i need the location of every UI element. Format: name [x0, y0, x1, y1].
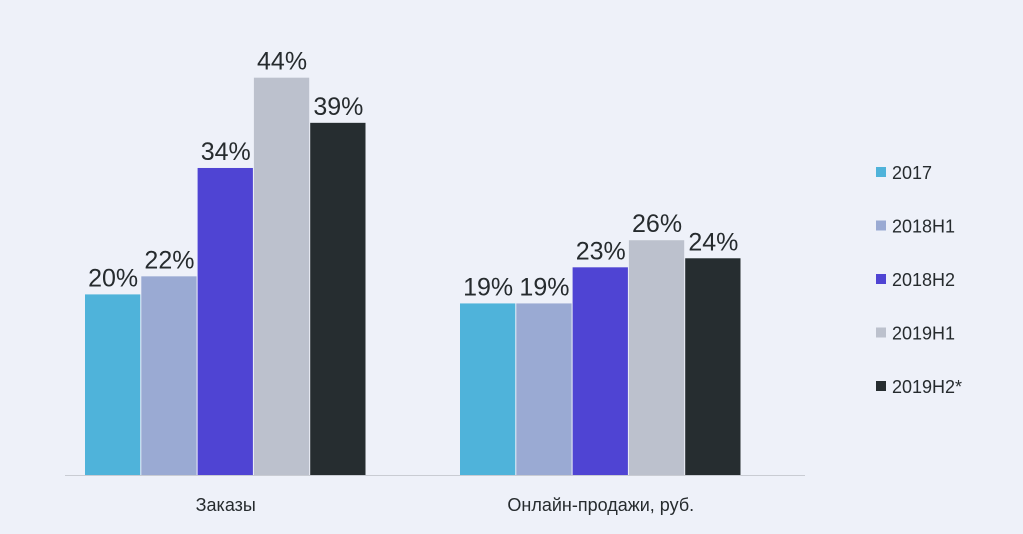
legend-swatch: [876, 381, 886, 391]
category-label: Заказы: [196, 495, 256, 515]
bar-2018H2-0: [197, 167, 253, 476]
bar-2018H1-1: [516, 303, 572, 475]
bar-2019H2*-1: [685, 258, 741, 475]
data-label: 19%: [463, 273, 513, 301]
legend-label: 2019H1: [892, 324, 955, 344]
legend-label: 2019H2*: [892, 377, 962, 397]
data-label: 23%: [576, 237, 626, 265]
legend-swatch: [876, 274, 886, 284]
legend-swatch: [876, 327, 886, 338]
bar-2018H2-1: [572, 267, 628, 475]
legend-label: 2018H2: [892, 270, 955, 290]
bar-2017-0: [85, 294, 141, 475]
data-label: 34%: [201, 138, 251, 166]
data-label: 26%: [632, 210, 682, 238]
data-label: 22%: [144, 246, 194, 274]
bar-2019H2*-0: [310, 122, 366, 475]
bar-2019H1-0: [253, 77, 310, 476]
data-label: 44%: [257, 48, 307, 76]
data-label: 24%: [688, 228, 738, 256]
data-label: 19%: [519, 273, 569, 301]
legend-label: 2017: [892, 163, 932, 183]
data-label: 39%: [313, 93, 363, 121]
category-label: Онлайн-продажи, руб.: [507, 495, 694, 515]
legend-label: 2018H1: [892, 217, 955, 237]
bar-2018H1-0: [141, 276, 197, 475]
data-label: 20%: [88, 264, 138, 292]
bar-2017-1: [460, 303, 516, 475]
bar-2019H1-1: [628, 240, 685, 475]
legend-swatch: [876, 167, 886, 177]
legend-swatch: [876, 220, 886, 231]
